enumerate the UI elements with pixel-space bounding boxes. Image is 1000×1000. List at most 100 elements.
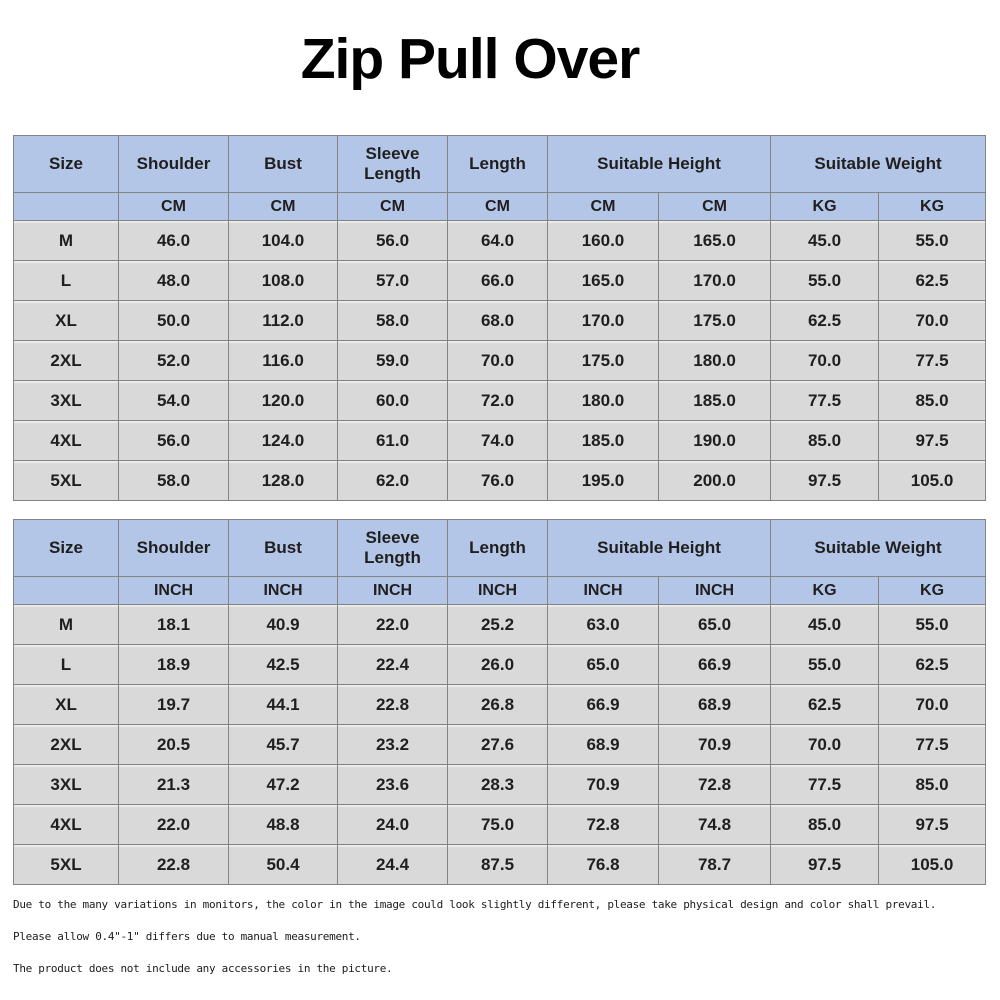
measurement-cell: 70.0 (770, 340, 880, 381)
measurement-cell: 165.0 (547, 260, 659, 301)
measurement-cell: 170.0 (657, 260, 772, 301)
measurement-cell: 22.0 (337, 604, 448, 645)
measurement-cell: 47.2 (228, 764, 338, 805)
unit-row: CM CM CM CM CM CM KG KG (13, 192, 987, 221)
measurement-cell: 22.8 (118, 844, 229, 885)
measurement-cell: 70.0 (878, 684, 987, 725)
table-row: L 48.0 108.0 57.0 66.0 165.0 170.0 55.0 62.5 (13, 260, 987, 301)
table-row: 4XL 56.0 124.0 61.0 74.0 185.0 190.0 85.0 97.5 (13, 420, 987, 461)
size-label-cell: 5XL (13, 844, 119, 885)
measurement-cell: 22.0 (118, 804, 229, 845)
measurement-cell: 97.5 (770, 460, 880, 501)
note-monitor-color: Due to the many variations in monitors, … (13, 898, 937, 911)
size-label-cell: 5XL (13, 460, 119, 501)
measurement-cell: 160.0 (547, 220, 659, 261)
measurement-cell: 105.0 (878, 460, 987, 501)
measurement-cell: 59.0 (337, 340, 448, 381)
measurement-cell: 44.1 (228, 684, 338, 725)
measurement-cell: 66.9 (547, 684, 659, 725)
measurement-cell: 27.6 (447, 724, 548, 765)
unit-cell: INCH (228, 576, 338, 605)
note-no-accessories: The product does not include any accesso… (13, 962, 393, 975)
table-row: 5XL 22.8 50.4 24.4 87.5 76.8 78.7 97.5 105.0 (13, 844, 987, 885)
size-table-cm: Size Shoulder Bust Sleeve Length Length … (13, 135, 987, 501)
measurement-cell: 62.5 (878, 644, 987, 685)
size-label-cell: 4XL (13, 420, 119, 461)
column-header-sleeve-length: Sleeve Length (337, 519, 448, 577)
measurement-cell: 72.8 (657, 764, 772, 805)
unit-cell: CM (337, 192, 448, 221)
measurement-cell: 200.0 (657, 460, 772, 501)
measurement-cell: 70.9 (547, 764, 659, 805)
table-row: XL 19.7 44.1 22.8 26.8 66.9 68.9 62.5 70.0 (13, 684, 987, 725)
measurement-cell: 72.0 (447, 380, 548, 421)
measurement-cell: 185.0 (547, 420, 659, 461)
size-label-cell: XL (13, 300, 119, 341)
column-header-suitable-weight: Suitable Weight (770, 135, 987, 193)
measurement-cell: 85.0 (878, 764, 987, 805)
unit-cell: INCH (657, 576, 772, 605)
table-row: XL 50.0 112.0 58.0 68.0 170.0 175.0 62.5 70.0 (13, 300, 987, 341)
table-row: L 18.9 42.5 22.4 26.0 65.0 66.9 55.0 62.5 (13, 644, 987, 685)
unit-cell (13, 576, 119, 605)
measurement-cell: 61.0 (337, 420, 448, 461)
table-row: 2XL 52.0 116.0 59.0 70.0 175.0 180.0 70.0 77.5 (13, 340, 987, 381)
header-row: Size Shoulder Bust Sleeve Length Length … (13, 519, 987, 577)
measurement-cell: 40.9 (228, 604, 338, 645)
measurement-cell: 120.0 (228, 380, 338, 421)
measurement-cell: 87.5 (447, 844, 548, 885)
measurement-cell: 52.0 (118, 340, 229, 381)
measurement-cell: 66.9 (657, 644, 772, 685)
measurement-cell: 170.0 (547, 300, 659, 341)
size-table-inch-body: M 18.1 40.9 22.0 25.2 63.0 65.0 45.0 55.0 L 18.9 42… (13, 604, 987, 885)
measurement-cell: 190.0 (657, 420, 772, 461)
measurement-cell: 50.0 (118, 300, 229, 341)
measurement-cell: 70.0 (878, 300, 987, 341)
measurement-cell: 124.0 (228, 420, 338, 461)
measurement-cell: 108.0 (228, 260, 338, 301)
unit-row: INCH INCH INCH INCH INCH INCH KG KG (13, 576, 987, 605)
measurement-cell: 180.0 (657, 340, 772, 381)
measurement-cell: 97.5 (878, 420, 987, 461)
unit-cell: KG (770, 576, 880, 605)
page-title: Zip Pull Over (300, 27, 641, 91)
measurement-cell: 58.0 (118, 460, 229, 501)
column-header-length: Length (447, 135, 548, 193)
measurement-cell: 62.0 (337, 460, 448, 501)
measurement-cell: 104.0 (228, 220, 338, 261)
table-row: 5XL 58.0 128.0 62.0 76.0 195.0 200.0 97.5 105.0 (13, 460, 987, 501)
unit-cell: INCH (547, 576, 659, 605)
measurement-cell: 46.0 (118, 220, 229, 261)
table-row: 3XL 54.0 120.0 60.0 72.0 180.0 185.0 77.5 85.0 (13, 380, 987, 421)
table-row: 4XL 22.0 48.8 24.0 75.0 72.8 74.8 85.0 97.5 (13, 804, 987, 845)
measurement-cell: 97.5 (878, 804, 987, 845)
measurement-cell: 195.0 (547, 460, 659, 501)
measurement-cell: 70.9 (657, 724, 772, 765)
measurement-cell: 25.2 (447, 604, 548, 645)
measurement-cell: 18.9 (118, 644, 229, 685)
measurement-cell: 68.9 (657, 684, 772, 725)
measurement-cell: 57.0 (337, 260, 448, 301)
unit-cell (13, 192, 119, 221)
measurement-cell: 22.4 (337, 644, 448, 685)
measurement-cell: 45.0 (770, 220, 880, 261)
unit-cell: KG (878, 192, 987, 221)
size-table-cm-body: M 46.0 104.0 56.0 64.0 160.0 165.0 45.0 55.0 L 48.… (13, 220, 987, 501)
unit-cell: CM (228, 192, 338, 221)
measurement-cell: 23.6 (337, 764, 448, 805)
measurement-cell: 85.0 (770, 804, 880, 845)
unit-cell: KG (770, 192, 880, 221)
measurement-cell: 22.8 (337, 684, 448, 725)
measurement-cell: 48.8 (228, 804, 338, 845)
table-row: 2XL 20.5 45.7 23.2 27.6 68.9 70.9 70.0 77.5 (13, 724, 987, 765)
header-row: Size Shoulder Bust Sleeve Length Length … (13, 135, 987, 193)
measurement-cell: 24.4 (337, 844, 448, 885)
measurement-cell: 97.5 (770, 844, 880, 885)
size-label-cell: L (13, 644, 119, 685)
size-label-cell: 3XL (13, 380, 119, 421)
size-label-cell: 2XL (13, 340, 119, 381)
measurement-cell: 19.7 (118, 684, 229, 725)
measurement-cell: 76.8 (547, 844, 659, 885)
table-row: M 46.0 104.0 56.0 64.0 160.0 165.0 45.0 55.0 (13, 220, 987, 261)
